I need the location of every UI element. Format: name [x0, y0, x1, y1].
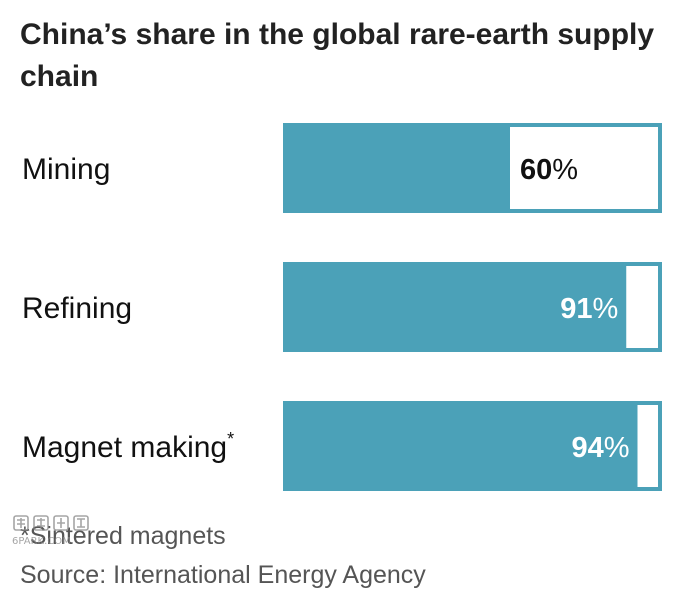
bar: [285, 125, 510, 211]
category-label: Refining: [22, 292, 132, 325]
value-label: 91%: [560, 293, 618, 325]
category-label: Magnet making*: [22, 429, 234, 464]
category-label: Mining: [22, 153, 110, 186]
svg-text:6PARK.COM: 6PARK.COM: [12, 536, 71, 547]
value-label: 94%: [571, 432, 629, 464]
footnote-mark: *: [227, 429, 234, 449]
chart-title: China’s share in the global rare-earth s…: [20, 18, 655, 93]
source-note: Source: International Energy Agency: [20, 561, 426, 589]
gpark-watermark-icon: 6PARK.COM: [12, 515, 89, 547]
bar: [285, 264, 627, 350]
value-label: 60%: [520, 154, 578, 186]
bar: [285, 403, 638, 489]
